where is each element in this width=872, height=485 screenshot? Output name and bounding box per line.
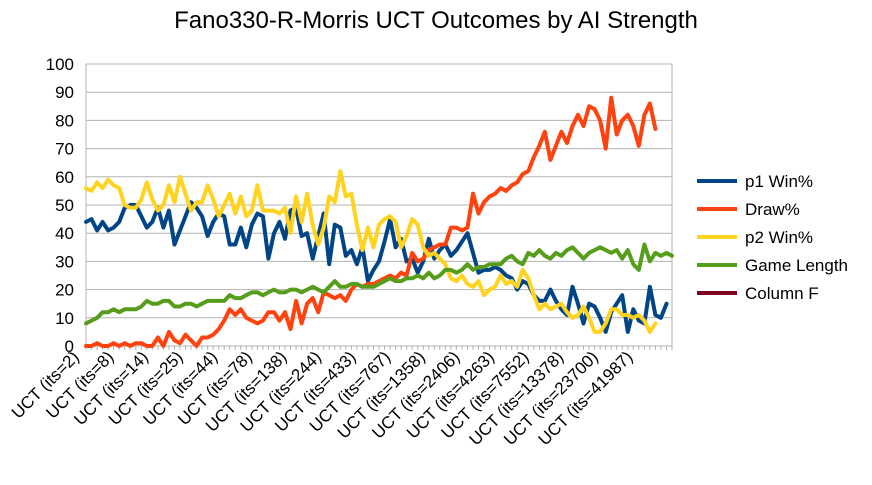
y-tick-label: 50 <box>55 196 74 215</box>
y-tick-label: 90 <box>55 83 74 102</box>
legend: p1 Win% Draw% p2 Win% Game Length Column F <box>697 172 848 303</box>
chart-title: Fano330-R-Morris UCT Outcomes by AI Stre… <box>174 7 698 34</box>
y-tick-label: 60 <box>55 168 74 187</box>
legend-label: p1 Win% <box>745 172 813 191</box>
legend-label: Draw% <box>745 200 800 219</box>
x-axis-ticks: UCT (its=2)UCT (its=8)UCT (its=14)UCT (i… <box>8 347 637 449</box>
y-tick-label: 70 <box>55 140 74 159</box>
series-line-2 <box>84 169 658 334</box>
y-tick-label: 30 <box>55 252 74 271</box>
legend-label: p2 Win% <box>745 228 813 247</box>
legend-label: Game Length <box>745 256 848 275</box>
series-lines <box>84 95 674 348</box>
y-tick-label: 80 <box>55 111 74 130</box>
y-axis-ticks: 0 10 20 30 40 50 60 70 80 90 100 <box>46 55 74 356</box>
y-tick-label: 0 <box>65 337 74 356</box>
series-line-0 <box>84 200 669 334</box>
y-tick-label: 10 <box>55 309 74 328</box>
series-line-1 <box>84 95 658 348</box>
y-tick-label: 20 <box>55 281 74 300</box>
y-tick-label: 100 <box>46 55 74 74</box>
gridlines <box>85 63 673 350</box>
legend-label: Column F <box>745 284 819 303</box>
series-line-3 <box>84 242 674 326</box>
y-tick-label: 40 <box>55 224 74 243</box>
